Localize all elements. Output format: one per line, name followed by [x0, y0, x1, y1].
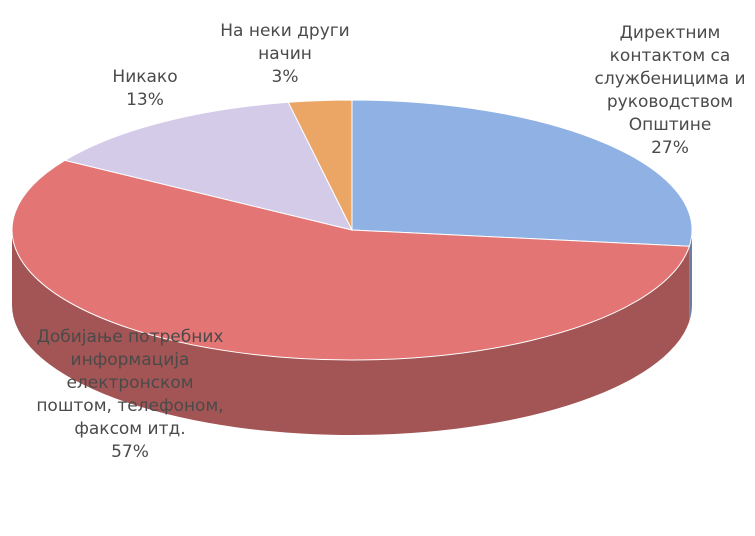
pie-slice: [11, 159, 691, 361]
pie-slice: [63, 101, 353, 231]
pie-slice: [351, 99, 693, 247]
slice-label: Никако 13%: [85, 66, 205, 112]
value-label: 57%: [111, 442, 149, 462]
category-label: Директним контактом са службеницима и ру…: [594, 23, 746, 135]
slice-label: На неки други начин 3%: [195, 20, 375, 89]
category-label: Никако: [112, 67, 178, 87]
pie-side: [12, 230, 690, 436]
category-label: Добијање потребних информација електронс…: [36, 327, 224, 439]
value-label: 27%: [651, 138, 689, 158]
category-label: На неки други начин: [220, 21, 350, 64]
value-label: 13%: [126, 90, 164, 110]
slice-label: Добијање потребних информација електронс…: [30, 326, 230, 464]
slice-label: Директним контактом са службеницима и ру…: [585, 22, 755, 160]
value-label: 3%: [271, 67, 299, 87]
pie-slice: [287, 99, 353, 231]
pie-side: [689, 230, 692, 322]
